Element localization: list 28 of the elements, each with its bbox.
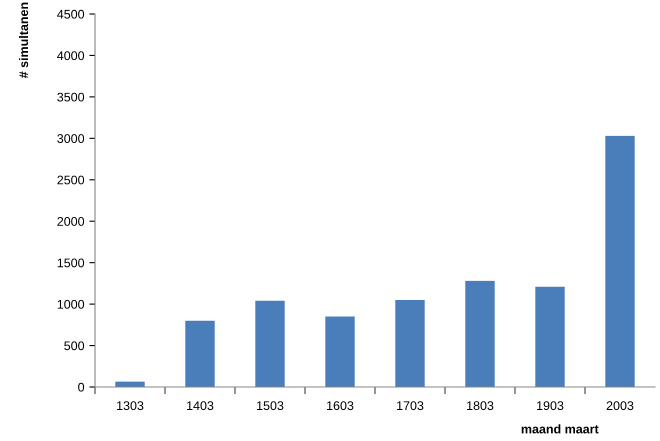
y-tick-label: 0	[78, 382, 84, 392]
x-tick-label: 1403	[187, 401, 214, 410]
x-tick-label: 1503	[257, 401, 284, 410]
y-tick-label: 3500	[57, 92, 84, 102]
bar	[465, 280, 495, 387]
x-tick-label: 1703	[397, 401, 424, 410]
bar	[325, 316, 355, 387]
x-tick-label: 1303	[117, 401, 144, 410]
y-tick-label: 3000	[57, 134, 84, 143]
bar	[605, 136, 635, 387]
bar	[185, 320, 215, 387]
y-tick-label: 2500	[57, 176, 84, 184]
bar	[115, 382, 145, 387]
bar	[255, 300, 285, 387]
x-axis-title: maand maart	[522, 424, 599, 434]
y-tick-label: 1500	[58, 258, 84, 268]
x-tick-label: 1603	[327, 401, 354, 410]
x-tick-label: 2003	[606, 401, 634, 410]
bar	[395, 300, 425, 387]
y-tick-label: 2000	[57, 217, 84, 226]
x-tick-label: 1803	[467, 401, 494, 410]
y-tick-label: 500	[64, 341, 84, 350]
y-tick-label: 1000	[58, 300, 84, 309]
bar	[535, 286, 565, 387]
y-tick-label: 4500	[57, 10, 84, 19]
x-tick-label: 1903	[537, 401, 564, 410]
y-axis-title: # simultanen	[18, 2, 28, 78]
y-tick-label: 4000	[57, 51, 84, 60]
